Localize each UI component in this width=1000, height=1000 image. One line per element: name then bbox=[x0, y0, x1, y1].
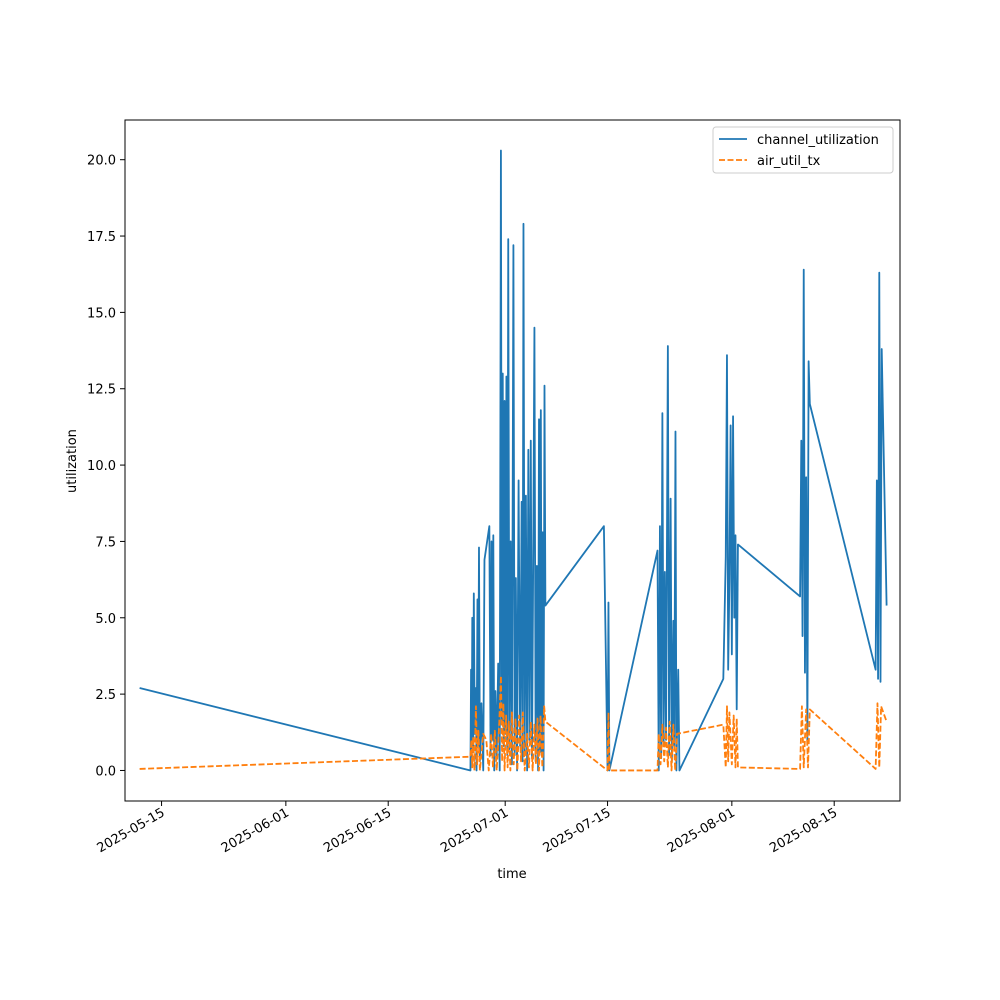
legend-label-air_util_tx: air_util_tx bbox=[757, 154, 821, 169]
legend-box bbox=[712, 126, 894, 174]
y-tick-label: 0.0 bbox=[95, 764, 116, 779]
series-line-channel_utilization bbox=[139, 149, 888, 772]
y-axis-ticks: 0.0 2.5 5.0 7.5 10.0 12.5 15.0 17.5 20.0 bbox=[87, 154, 125, 779]
series-line-air_util_tx bbox=[139, 674, 888, 772]
y-tick-label: 17.5 bbox=[87, 230, 116, 245]
y-tick-label: 15.0 bbox=[87, 306, 116, 321]
y-tick-label: 7.5 bbox=[95, 535, 116, 550]
plot-frame bbox=[124, 119, 901, 802]
legend: channel_utilization air_util_tx bbox=[712, 126, 894, 174]
y-tick-label: 2.5 bbox=[95, 688, 116, 703]
y-tick-label: 20.0 bbox=[87, 154, 116, 169]
y-axis-label: utilization bbox=[65, 429, 80, 493]
y-tick-label: 10.0 bbox=[87, 459, 116, 474]
legend-label-channel_utilization: channel_utilization bbox=[757, 133, 879, 148]
y-tick-label: 5.0 bbox=[95, 612, 116, 627]
series-lines bbox=[139, 149, 888, 772]
x-axis-label: time bbox=[497, 867, 526, 882]
y-tick-label: 12.5 bbox=[87, 383, 116, 398]
